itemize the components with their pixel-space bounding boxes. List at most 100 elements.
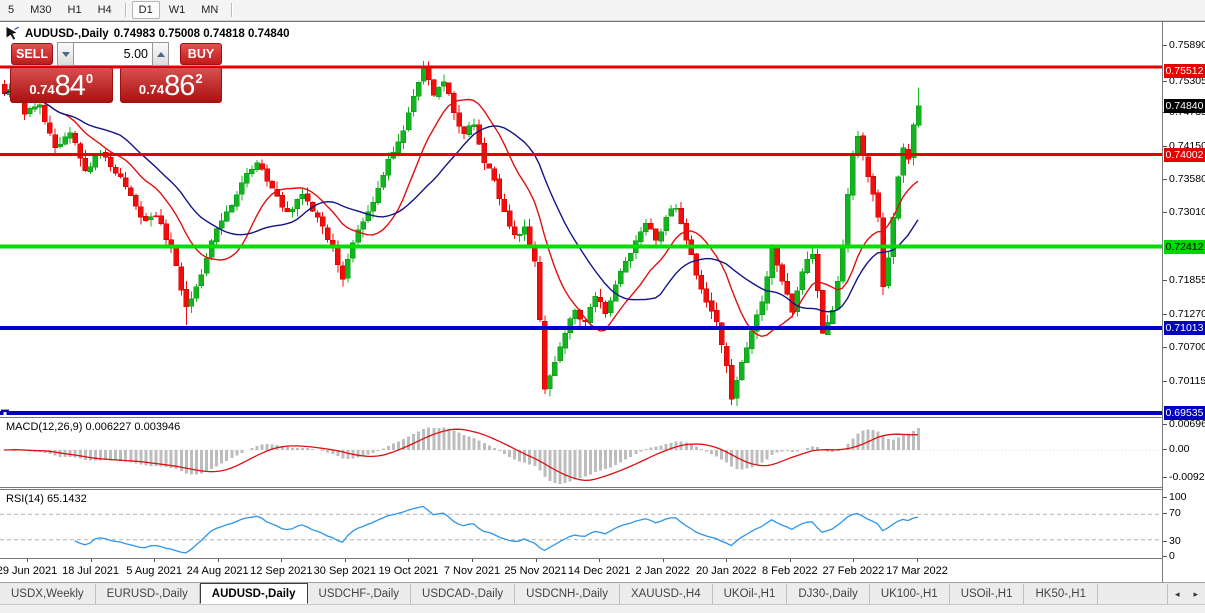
chart-title: AUDUSD-,Daily 0.74983 0.75008 0.74818 0.… [5,26,290,41]
date-axis-label: 7 Nov 2021 [443,565,501,577]
date-tick-mark [789,559,791,562]
chevron-up-icon [156,51,165,57]
buy-price-big: 86 [164,70,195,103]
volume-decrease-button[interactable] [57,42,74,66]
axis-label: -0.00923 [1163,471,1205,483]
buy-price-panel[interactable]: 0.74 86 2 [119,67,222,103]
tab-xauusd-h4[interactable]: XAUUSD-,H4 [620,584,713,604]
macd-label: MACD(12,26,9) 0.006227 0.003946 [6,421,181,433]
tab-dj30-daily[interactable]: DJ30-,Daily [787,584,870,604]
axis-label: 0 [1163,550,1175,562]
timeframe-button-mn[interactable]: MN [201,4,219,16]
date-tick-mark [344,559,346,562]
toolbar-separator [231,3,233,17]
axis-price-badge: 0.74002 [1164,148,1205,162]
date-tick-mark [408,559,410,562]
timeframe-toolbar: 5 M30 H1 H4 D1 W1 MN [0,0,1205,21]
sell-price-sup: 0 [85,71,94,86]
macd-pane[interactable]: MACD(12,26,9) 0.006227 0.003946 [0,417,1163,488]
date-axis-label: 29 Jun 2021 [0,565,58,577]
price-axis[interactable]: 0.758900.753050.747350.741500.735800.730… [1162,22,1205,582]
tab-usdx-weekly[interactable]: USDX,Weekly [0,584,96,604]
date-axis-label: 17 Mar 2022 [886,565,948,577]
date-tick-mark [281,559,283,562]
tab-uk100-h1[interactable]: UK100-,H1 [870,584,950,604]
date-axis[interactable]: 29 Jun 2021 18 Jul 2021 5 Aug 2021 24 Aug 2… [0,559,1163,582]
date-axis-label: 20 Jan 2022 [695,565,757,577]
sell-price-panel[interactable]: 0.74 84 0 [10,67,113,103]
axis-label: 0.70700 [1163,341,1205,353]
tab-hk50-h1[interactable]: HK50-,H1 [1024,584,1098,604]
tab-scroll-nav: ◂ ▸ [1166,584,1205,604]
date-axis-label: 25 Nov 2021 [504,565,567,577]
axis-label: 70 [1163,507,1181,519]
price-chart-pane[interactable]: AUDUSD-,Daily 0.74983 0.75008 0.74818 0.… [0,22,1163,415]
date-tick-mark [535,559,537,562]
volume-increase-button[interactable] [152,42,169,66]
timeframe-button-w1[interactable]: W1 [168,4,186,16]
chart-ohlc-values: 0.74983 0.75008 0.74818 0.74840 [113,27,290,40]
date-tick-mark [27,559,28,562]
axis-label: 0.006964 [1163,418,1205,430]
timeframe-button-h1[interactable]: H1 [67,4,82,16]
date-axis-label: 30 Sep 2021 [313,565,377,577]
date-tick-mark [853,559,855,562]
tab-usdcad-daily[interactable]: USDCAD-,Daily [411,584,516,604]
date-axis-label: 14 Dec 2021 [567,565,631,577]
sell-price-small: 0.74 [29,82,55,97]
date-tick-mark [154,559,156,562]
chevron-down-icon [61,51,70,57]
tab-usdchf-daily[interactable]: USDCHF-,Daily [308,584,412,604]
axis-label: 0.71855 [1163,274,1205,286]
sell-button[interactable]: SELL [11,43,53,65]
axis-price-badge: 0.69535 [1164,406,1205,420]
axis-label: 0.71270 [1163,308,1205,320]
date-axis-label: 24 Aug 2021 [186,565,249,577]
axis-price-badge: 0.72412 [1164,240,1205,254]
rsi-pane[interactable]: RSI(14) 65.1432 [0,489,1163,559]
axis-label: 0.00 [1163,443,1190,455]
axis-label: 0.70115 [1163,375,1205,387]
date-axis-label: 5 Aug 2021 [126,565,182,577]
axis-label: 0.73010 [1163,206,1205,218]
date-axis-label: 18 Jul 2021 [62,565,120,577]
timeframe-button-h4[interactable]: H4 [97,4,112,16]
rsi-canvas[interactable] [0,490,1163,558]
chart-tab-bar: USDX,Weekly EURUSD-,Daily AUDUSD-,Daily USD… [0,582,1205,604]
chart-cursor-icon [6,26,19,40]
timeframe-button-m30[interactable]: M30 [30,4,52,16]
volume-input[interactable] [74,42,152,66]
axis-label: 30 [1163,535,1181,547]
tab-usoil-h1[interactable]: USOil-,H1 [950,584,1025,604]
tab-ukoil-h1[interactable]: UKOil-,H1 [713,584,788,604]
macd-canvas[interactable] [0,418,1163,487]
date-tick-mark [217,559,219,562]
axis-price-badge: 0.71013 [1164,321,1205,335]
window-border [0,21,1205,22]
date-axis-label: 27 Feb 2022 [822,565,885,577]
volume-spinner [57,42,169,66]
status-strip [0,604,1205,613]
buy-button[interactable]: BUY [180,43,222,65]
date-tick-mark [90,559,92,562]
tab-scroll-right-icon[interactable]: ▸ [1193,588,1198,599]
date-tick-mark [662,559,664,562]
timeframe-button-5[interactable]: 5 [8,4,15,16]
tab-scroll-left-icon[interactable]: ◂ [1174,588,1180,599]
buy-price-small: 0.74 [138,82,165,97]
tab-audusd-daily[interactable]: AUDUSD-,Daily [199,583,308,604]
axis-label: 100 [1163,491,1187,503]
date-axis-label: 8 Feb 2022 [762,565,818,577]
axis-price-badge: 0.74840 [1164,99,1205,113]
toolbar-separator [124,3,126,17]
axis-label: 0.75890 [1163,39,1205,51]
date-axis-label: 19 Oct 2021 [378,565,439,577]
tab-usdcnh-daily[interactable]: USDCNH-,Daily [515,584,620,604]
tab-eurusd-daily[interactable]: EURUSD-,Daily [96,584,200,604]
date-tick-mark [726,559,728,562]
price-chart-canvas[interactable] [0,22,1163,415]
axis-label: 0.75305 [1163,75,1205,87]
axis-label: 0.73580 [1163,173,1205,185]
timeframe-button-d1[interactable]: D1 [131,1,160,19]
